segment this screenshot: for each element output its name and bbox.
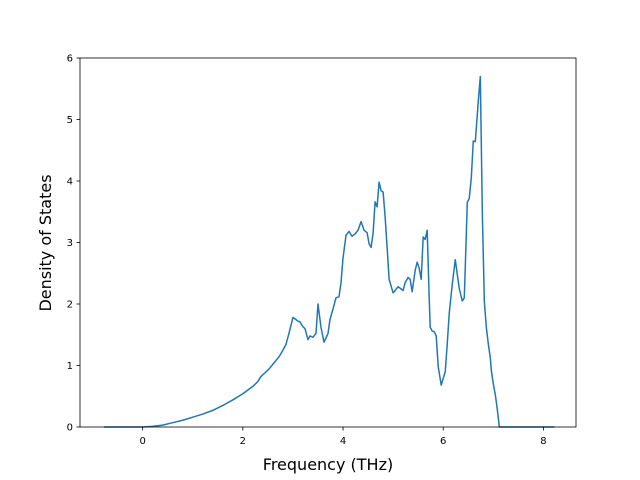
y-tick-label: 6 xyxy=(67,54,73,65)
dos-series-line xyxy=(104,75,555,428)
x-tick-label: 8 xyxy=(540,436,546,447)
x-axis-label: Frequency (THz) xyxy=(263,455,393,474)
y-tick-label: 0 xyxy=(67,423,73,434)
x-tick-label: 4 xyxy=(340,436,346,447)
axes-frame xyxy=(79,57,577,428)
plot-area xyxy=(104,75,555,428)
x-tick-label: 2 xyxy=(240,436,246,447)
y-tick-label: 4 xyxy=(67,177,73,188)
y-tick-label: 5 xyxy=(67,115,73,126)
y-axis-ticks: 0 1 2 3 4 5 6 xyxy=(67,54,80,434)
y-tick-label: 2 xyxy=(67,300,73,311)
line-layer xyxy=(104,75,555,428)
x-axis-ticks: 0 2 4 6 8 xyxy=(139,427,547,447)
x-tick-label: 6 xyxy=(440,436,446,447)
y-tick-label: 1 xyxy=(67,361,73,372)
x-tick-label: 0 xyxy=(139,436,145,447)
y-tick-label: 3 xyxy=(67,238,73,249)
y-axis-label: Density of States xyxy=(36,174,55,311)
